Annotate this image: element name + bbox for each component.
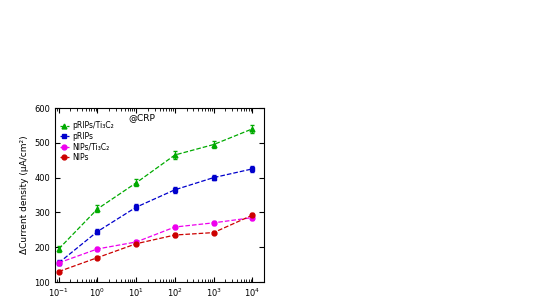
Legend: pRIPs/Ti₃C₂, pRIPs, NIPs/Ti₃C₂, NIPs: pRIPs/Ti₃C₂, pRIPs, NIPs/Ti₃C₂, NIPs [59,121,114,163]
Text: @CRP: @CRP [128,113,155,122]
Y-axis label: ΔCurrent density (μA/cm²): ΔCurrent density (μA/cm²) [20,136,29,254]
